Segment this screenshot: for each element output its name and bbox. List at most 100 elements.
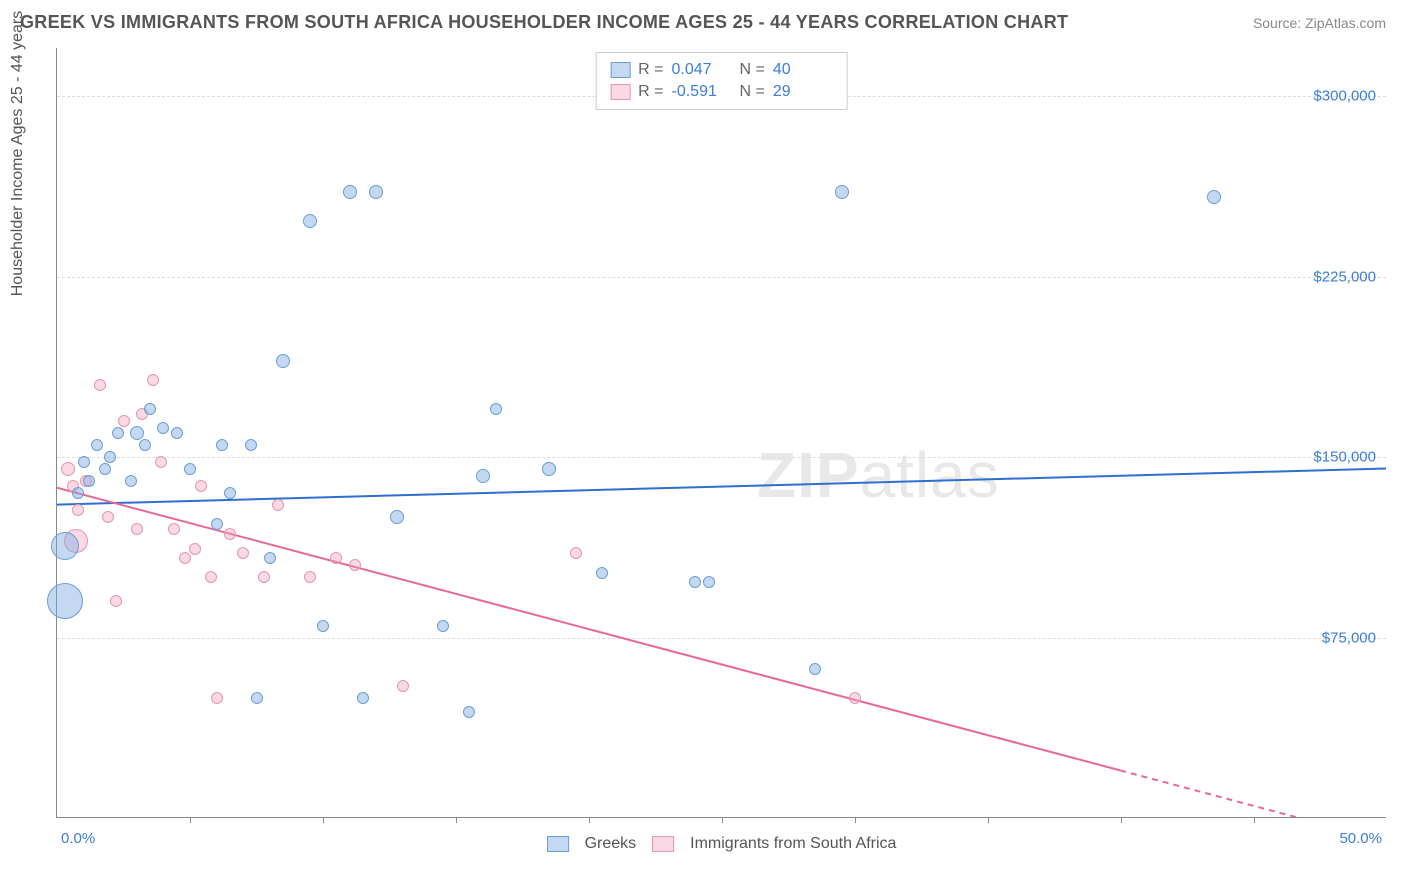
- correlation-legend: R = 0.047 N = 40 R = -0.591 N = 29: [595, 52, 848, 110]
- data-point-blue: [112, 427, 124, 439]
- legend-label-pink: Immigrants from South Africa: [690, 835, 896, 853]
- legend-r-blue: 0.047: [672, 61, 732, 79]
- data-point-pink: [189, 543, 201, 555]
- data-point-blue: [1207, 190, 1221, 204]
- data-point-blue: [343, 185, 357, 199]
- x-tick: [190, 817, 191, 823]
- x-tick: [1254, 817, 1255, 823]
- data-point-blue: [125, 475, 137, 487]
- legend-swatch-blue: [610, 62, 630, 78]
- data-point-pink: [147, 374, 159, 386]
- data-point-blue: [809, 663, 821, 675]
- legend-row-pink: R = -0.591 N = 29: [610, 81, 833, 103]
- data-point-blue: [91, 439, 103, 451]
- x-axis-max-label: 50.0%: [1339, 830, 1382, 847]
- data-point-pink: [397, 680, 409, 692]
- data-point-pink: [237, 547, 249, 559]
- gridline: [57, 277, 1386, 278]
- chart-title: GREEK VS IMMIGRANTS FROM SOUTH AFRICA HO…: [20, 12, 1068, 33]
- data-point-blue: [437, 620, 449, 632]
- x-tick: [323, 817, 324, 823]
- data-point-blue: [184, 463, 196, 475]
- data-point-pink: [330, 552, 342, 564]
- data-point-blue: [171, 427, 183, 439]
- data-point-blue: [139, 439, 151, 451]
- chart-source: Source: ZipAtlas.com: [1253, 15, 1386, 31]
- legend-r-label: R =: [638, 61, 663, 79]
- data-point-blue: [99, 463, 111, 475]
- data-point-blue: [264, 552, 276, 564]
- data-point-blue: [476, 469, 490, 483]
- data-point-pink: [155, 456, 167, 468]
- data-point-blue: [276, 354, 290, 368]
- data-point-pink: [179, 552, 191, 564]
- data-point-blue: [78, 456, 90, 468]
- data-point-blue: [303, 214, 317, 228]
- data-point-blue: [463, 706, 475, 718]
- legend-n-label: N =: [740, 61, 765, 79]
- legend-r-pink: -0.591: [672, 83, 732, 101]
- legend-row-blue: R = 0.047 N = 40: [610, 59, 833, 81]
- data-point-pink: [272, 499, 284, 511]
- data-point-blue: [369, 185, 383, 199]
- data-point-blue: [211, 518, 223, 530]
- legend-swatch-blue: [547, 836, 569, 852]
- data-point-blue: [83, 475, 95, 487]
- data-point-pink: [102, 511, 114, 523]
- data-point-blue: [224, 487, 236, 499]
- data-point-blue: [216, 439, 228, 451]
- data-point-blue: [596, 567, 608, 579]
- x-tick: [456, 817, 457, 823]
- data-point-pink: [72, 504, 84, 516]
- gridline: [57, 457, 1386, 458]
- legend-swatch-pink: [610, 84, 630, 100]
- data-point-pink: [61, 462, 75, 476]
- chart-plot-area: ZIPatlas $75,000$150,000$225,000$300,000…: [56, 48, 1386, 818]
- legend-n-label: N =: [740, 83, 765, 101]
- data-point-blue: [490, 403, 502, 415]
- data-point-blue: [542, 462, 556, 476]
- watermark-rest: atlas: [860, 439, 1000, 511]
- data-point-pink: [349, 559, 361, 571]
- data-point-pink: [118, 415, 130, 427]
- data-point-pink: [168, 523, 180, 535]
- data-point-blue: [390, 510, 404, 524]
- data-point-pink: [224, 528, 236, 540]
- data-point-blue: [245, 439, 257, 451]
- data-point-blue: [703, 576, 715, 588]
- legend-n-blue: 40: [773, 61, 833, 79]
- legend-r-label: R =: [638, 83, 663, 101]
- x-tick: [1121, 817, 1122, 823]
- data-point-blue: [130, 426, 144, 440]
- data-point-blue: [357, 692, 369, 704]
- data-point-pink: [205, 571, 217, 583]
- data-point-blue: [72, 487, 84, 499]
- data-point-blue: [689, 576, 701, 588]
- x-tick: [589, 817, 590, 823]
- y-axis-label: Householder Income Ages 25 - 44 years: [9, 11, 27, 297]
- data-point-pink: [195, 480, 207, 492]
- data-point-blue: [104, 451, 116, 463]
- data-point-blue: [251, 692, 263, 704]
- data-point-pink: [110, 595, 122, 607]
- legend-swatch-pink: [652, 836, 674, 852]
- legend-n-pink: 29: [773, 83, 833, 101]
- legend-label-blue: Greeks: [585, 835, 637, 853]
- x-tick: [855, 817, 856, 823]
- x-axis-min-label: 0.0%: [61, 830, 95, 847]
- watermark-bold: ZIP: [757, 439, 860, 511]
- data-point-pink: [211, 692, 223, 704]
- chart-header: GREEK VS IMMIGRANTS FROM SOUTH AFRICA HO…: [0, 0, 1406, 41]
- data-point-blue: [144, 403, 156, 415]
- x-tick: [988, 817, 989, 823]
- data-point-blue: [835, 185, 849, 199]
- data-point-pink: [131, 523, 143, 535]
- gridline: [57, 638, 1386, 639]
- x-tick: [722, 817, 723, 823]
- y-tick-label: $150,000: [1313, 449, 1376, 466]
- series-legend: Greeks Immigrants from South Africa: [547, 835, 897, 853]
- data-point-pink: [304, 571, 316, 583]
- data-point-blue: [157, 422, 169, 434]
- data-point-pink: [258, 571, 270, 583]
- data-point-pink: [849, 692, 861, 704]
